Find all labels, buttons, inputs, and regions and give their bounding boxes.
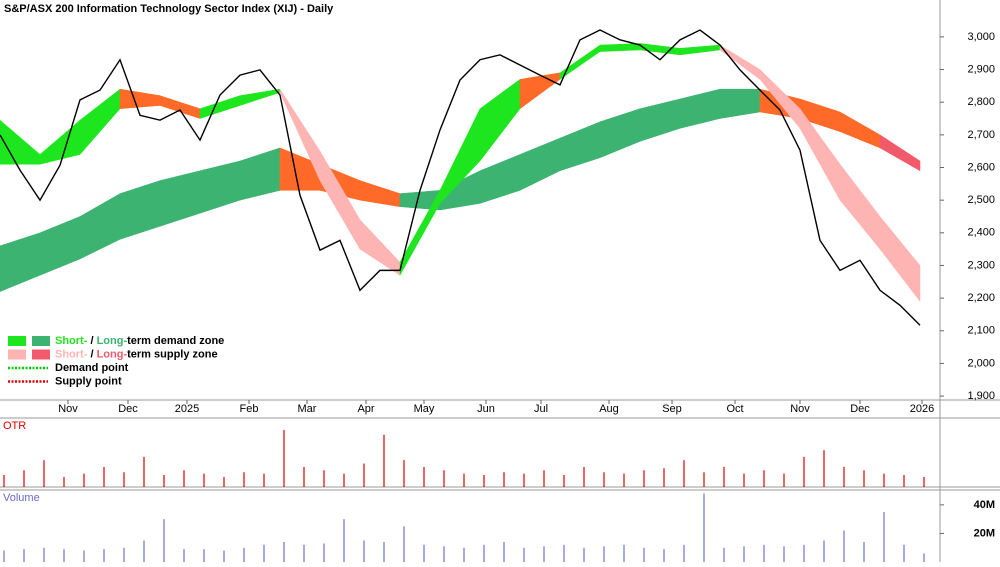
y-tick-label: 3,000 [967,31,995,43]
y-tick-label: 2,000 [967,357,995,369]
zone-segment [839,111,881,149]
zone-segment [0,232,41,292]
legend-text: term supply zone [127,348,217,360]
x-tick-label: Dec [850,403,870,415]
y-tick-label: 2,300 [967,259,995,271]
x-tick-label: Feb [240,403,259,415]
zone-segment [79,88,121,156]
zone-segment [879,134,921,172]
zone-segment [719,88,761,119]
y-tick-label: 2,100 [967,325,995,337]
legend-swatch [32,349,50,360]
price-line [0,29,921,326]
x-tick-label: Oct [726,403,743,415]
x-tick-label: Jul [534,403,548,415]
zone-segment [119,88,161,110]
y-tick-label: 2,600 [967,161,995,173]
x-tick-label: Nov [790,403,810,415]
x-tick-label: Aug [599,403,619,415]
legend-label: Demand point [55,362,129,374]
zone-segment [239,88,281,106]
legend-text: Short- [55,348,88,360]
x-tick-label: Apr [357,403,374,415]
zone-segment [359,219,401,276]
y-tick-label: 20M [974,527,995,539]
y-tick-label: 1,900 [967,390,995,402]
x-tick-label: Jun [477,403,495,415]
legend-text: Supply point [55,375,122,387]
zone-segment [519,137,561,191]
zone-segment [79,193,121,260]
legend-text: term demand zone [127,335,224,347]
x-tick-label: Sep [662,403,682,415]
x-tick-label: Dec [118,403,138,415]
y-tick-label: 40M [974,499,995,511]
zone-segment [239,147,281,201]
legend-text: Long- [97,348,128,360]
zone-segment [119,180,161,240]
zone-segment [0,119,41,165]
zone-segment [599,108,641,159]
legend-text: Demand point [55,362,129,374]
y-tick-label: 2,900 [967,63,995,75]
zone-segment [319,150,361,251]
legend-text: / [87,348,96,360]
zone-segment [839,163,881,250]
x-tick-label: 2026 [910,403,934,415]
legend-label: Short- / Long-term supply zone [55,348,218,360]
zone-segment [199,95,241,119]
zone-segment [599,43,641,52]
zone-segment [199,160,241,214]
zone-segment [719,44,761,80]
legend-label: Short- / Long-term demand zone [55,335,224,347]
zone-segment [359,180,401,207]
zone-segment [519,72,561,110]
y-tick-label: 2,800 [967,96,995,108]
zone-segment [159,170,201,227]
legend-text: / [87,335,96,347]
legend-label: Supply point [55,375,122,387]
zone-segment [879,215,921,303]
x-tick-label: Nov [58,403,78,415]
zone-segment [159,95,201,119]
zone-segment [39,119,81,165]
y-tick-label: 2,400 [967,227,995,239]
x-tick-label: May [414,403,435,415]
legend-swatch [32,336,50,346]
x-tick-label: Mar [298,403,317,415]
panel-label: Volume [3,492,40,504]
y-tick-label: 2,200 [967,292,995,304]
zone-segment [479,78,521,162]
zone-segment [679,88,721,129]
legend-text: Long- [97,335,128,347]
legend-text: Short- [55,335,88,347]
y-tick-label: 2,700 [967,129,995,141]
chart-title: S&P/ASX 200 Information Technology Secto… [4,3,334,15]
y-tick-label: 2,500 [967,194,995,206]
panel-label: OTR [3,420,26,432]
x-tick-label: 2025 [175,403,199,415]
legend-swatch [8,336,26,346]
zone-segment [559,44,601,80]
zone-segment [639,98,681,142]
zone-segment [39,216,81,276]
legend-swatch [8,349,26,360]
zone-segment [679,44,721,56]
zone-segment [479,154,521,204]
zone-segment [559,121,601,172]
